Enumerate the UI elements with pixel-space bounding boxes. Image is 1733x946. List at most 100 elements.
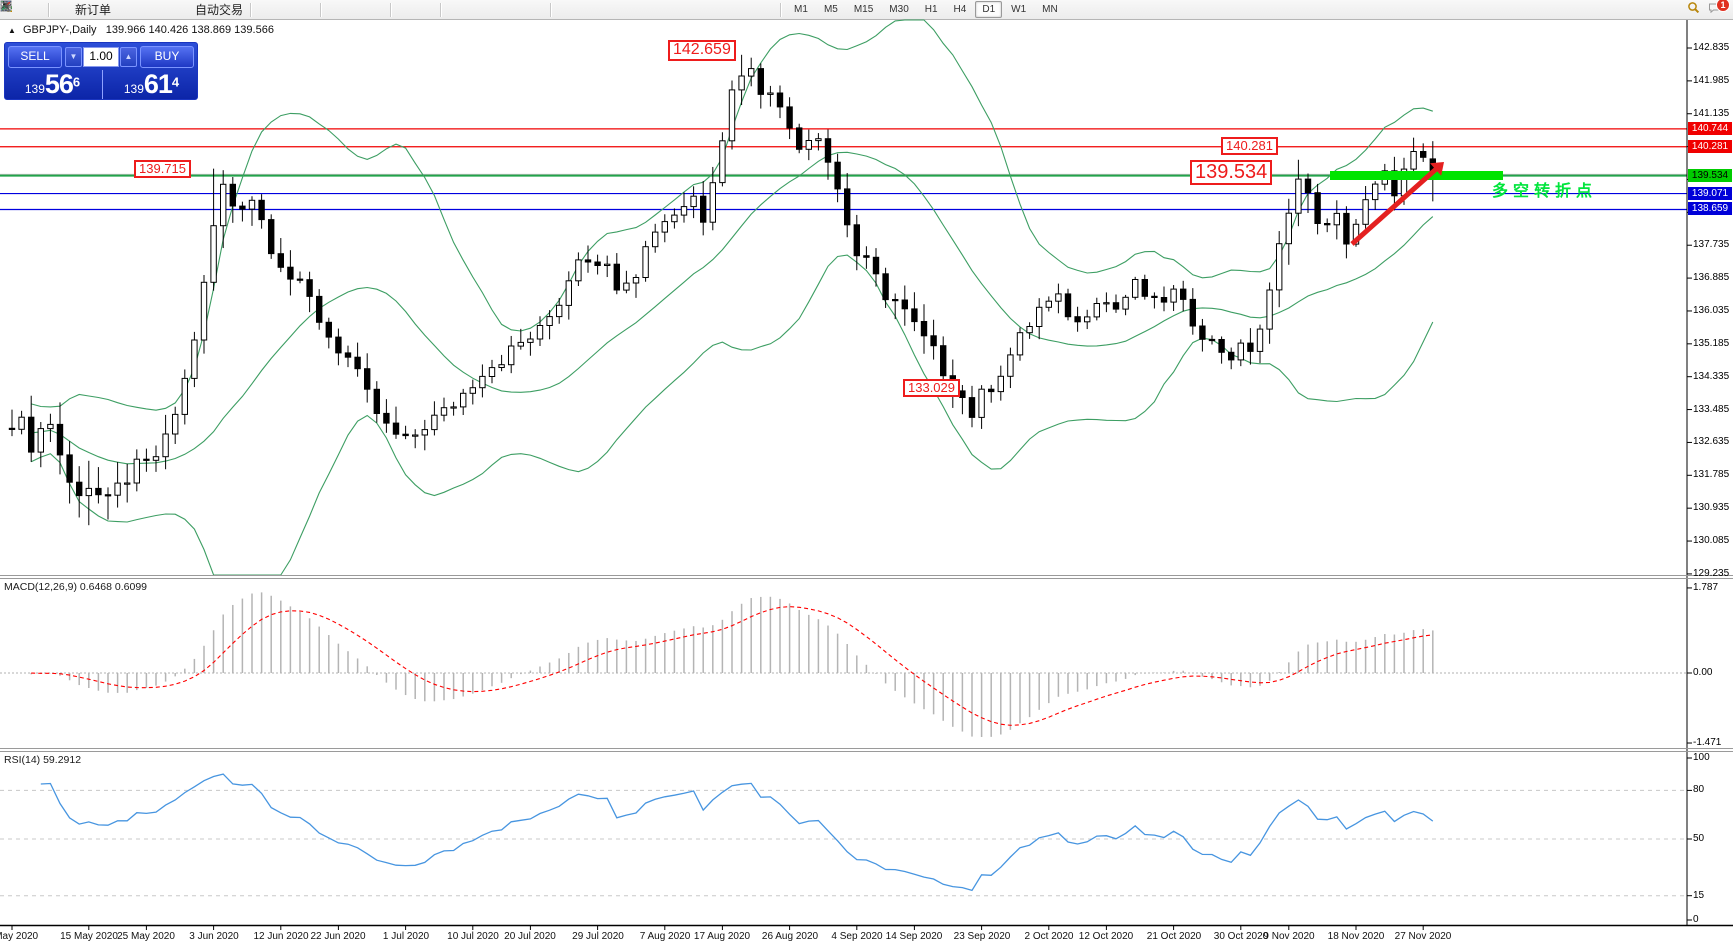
macd-axis-label: 0.00 xyxy=(1693,667,1713,678)
timeframe-button-h1[interactable]: H1 xyxy=(924,4,938,15)
date-axis-label: 4 Sep 2020 xyxy=(831,931,883,942)
price-annotation-label: 139.715 xyxy=(134,160,191,178)
macd-axis-label: 1.787 xyxy=(1693,582,1719,593)
vline-icon[interactable] xyxy=(5,1,615,18)
shift-end-icon[interactable] xyxy=(2,2,415,18)
price-axis-label: 131.785 xyxy=(1693,469,1730,480)
macd-indicator-label: MACD(12,26,9) 0.6468 0.6099 xyxy=(4,581,148,593)
date-axis-label: 21 Oct 2020 xyxy=(1146,931,1202,942)
date-axis-label: 30 Oct 2020 xyxy=(1213,931,1269,942)
timeframe-button-d1[interactable]: D1 xyxy=(975,1,1003,18)
notification-badge: 1 xyxy=(1716,0,1730,12)
navigator-icon[interactable] xyxy=(1,1,153,18)
channel-icon[interactable]: E xyxy=(0,1,675,18)
auto-scroll-icon[interactable] xyxy=(2,2,435,18)
crosshair-icon[interactable] xyxy=(1,1,595,18)
symbol-candle-icon: ▲ xyxy=(8,26,16,35)
timeframe-button-mn[interactable]: MN xyxy=(1042,4,1058,15)
price-axis-label: 130.085 xyxy=(1693,535,1730,546)
volume-up-button[interactable]: ▲ xyxy=(120,47,137,67)
notifications-icon[interactable]: 1 xyxy=(1708,0,1730,17)
autotrade-label[interactable]: 自动交易 xyxy=(195,3,244,17)
fibonacci-icon[interactable]: F xyxy=(1,2,695,18)
one-click-trading-panel: SELL ▼ 1.00 ▲ BUY 139566 139614 xyxy=(4,42,198,100)
bar-chart-icon[interactable] xyxy=(2,2,275,18)
price-level-badge: 140.744 xyxy=(1688,122,1732,135)
date-axis-label: 5 May 2020 xyxy=(0,931,39,942)
dropdown-caret-icon[interactable] xyxy=(3,2,775,18)
symbol-period: GBPJPY-,Daily xyxy=(22,24,97,36)
date-axis-label: 7 Aug 2020 xyxy=(639,931,691,942)
price-level-badge: 140.281 xyxy=(1688,140,1732,153)
price-axis-label: 134.335 xyxy=(1693,371,1730,382)
trendline-icon[interactable] xyxy=(1,1,655,18)
date-axis-label: 10 Jul 2020 xyxy=(447,931,499,942)
new-order-label[interactable]: 新订单 xyxy=(75,3,112,17)
sell-button[interactable]: SELL xyxy=(8,46,62,68)
zoom-out-icon[interactable] xyxy=(0,0,365,18)
dropdown-caret-icon[interactable] xyxy=(3,2,485,18)
price-axis-label: 129.235 xyxy=(1693,568,1730,579)
date-axis-label: 12 Oct 2020 xyxy=(1078,931,1134,942)
price-separator xyxy=(102,70,103,99)
text-label-icon[interactable]: T xyxy=(0,1,735,18)
date-axis-label: 9 Nov 2020 xyxy=(1263,931,1315,942)
date-axis-label: 12 Jun 2020 xyxy=(253,931,309,942)
chart-profile-icon[interactable] xyxy=(0,1,525,18)
toolbar-separator xyxy=(440,2,443,17)
signal-icon[interactable] xyxy=(1,2,173,18)
rsi-axis-label: 15 xyxy=(1693,890,1705,901)
hline-icon[interactable] xyxy=(1,2,635,18)
price-axis-label: 135.185 xyxy=(1693,338,1730,349)
symbol-ohlc-line: ▲ GBPJPY-,Daily 139.966 140.426 138.869 … xyxy=(8,24,274,36)
price-level-badge: 138.659 xyxy=(1688,202,1732,215)
price-axis-label: 142.835 xyxy=(1693,42,1730,53)
new-order-icon[interactable] xyxy=(0,0,73,18)
timeframe-button-m1[interactable]: M1 xyxy=(794,4,808,15)
dropdown-caret-icon[interactable] xyxy=(3,2,545,18)
date-axis-label: 15 May 2020 xyxy=(60,931,118,942)
text-icon[interactable]: A xyxy=(3,1,715,18)
date-axis-label: 22 Jun 2020 xyxy=(310,931,366,942)
red-arrow-head xyxy=(1430,162,1444,176)
rsi-indicator-label: RSI(14) 59.2912 xyxy=(4,754,82,766)
date-axis-label: 20 Jul 2020 xyxy=(504,931,556,942)
price-annotation-label: 139.534 xyxy=(1190,160,1273,185)
green-band-annotation xyxy=(1330,171,1503,180)
tile-windows-icon[interactable] xyxy=(1,1,385,18)
deposit-icon[interactable] xyxy=(1,1,133,18)
autotrade-icon[interactable] xyxy=(1,1,193,18)
date-axis-label: 23 Sep 2020 xyxy=(953,931,1011,942)
candlestick-icon[interactable] xyxy=(2,1,295,18)
market-watch-icon[interactable] xyxy=(0,1,43,18)
cn-turning-point-note: 多空转折点 xyxy=(1492,183,1598,200)
arrows-icon[interactable] xyxy=(1,1,755,18)
report-icon[interactable] xyxy=(0,0,23,18)
date-axis-label: 2 Oct 2020 xyxy=(1024,931,1074,942)
volume-down-button[interactable]: ▼ xyxy=(65,47,82,67)
buy-price[interactable]: 139614 xyxy=(123,69,180,99)
timeframe-button-m15[interactable]: M15 xyxy=(853,4,874,15)
rsi-axis-label: 0 xyxy=(1693,914,1699,925)
buy-button[interactable]: BUY xyxy=(140,46,194,68)
volume-input[interactable]: 1.00 xyxy=(83,47,119,67)
zoom-in-icon[interactable] xyxy=(0,0,345,18)
clock-icon[interactable] xyxy=(0,0,505,18)
date-axis-label: 29 Jul 2020 xyxy=(572,931,624,942)
date-axis-label: 26 Aug 2020 xyxy=(761,931,819,942)
price-axis-label: 130.935 xyxy=(1693,502,1730,513)
timeframe-button-h4[interactable]: H4 xyxy=(953,4,967,15)
search-icon[interactable] xyxy=(1688,1,1706,17)
timeframe-button-w1[interactable]: W1 xyxy=(1011,4,1027,15)
sell-price[interactable]: 139566 xyxy=(24,69,81,99)
rsi-axis-label: 100 xyxy=(1693,752,1710,763)
line-chart-icon[interactable] xyxy=(0,1,315,18)
date-axis-label: 18 Nov 2020 xyxy=(1327,931,1385,942)
price-axis-label: 136.885 xyxy=(1693,272,1730,283)
timeframe-button-m5[interactable]: M5 xyxy=(823,4,838,15)
new-chart-icon[interactable] xyxy=(0,1,465,18)
timeframe-button-m30[interactable]: M30 xyxy=(889,4,909,15)
cursor-icon[interactable] xyxy=(3,1,575,18)
